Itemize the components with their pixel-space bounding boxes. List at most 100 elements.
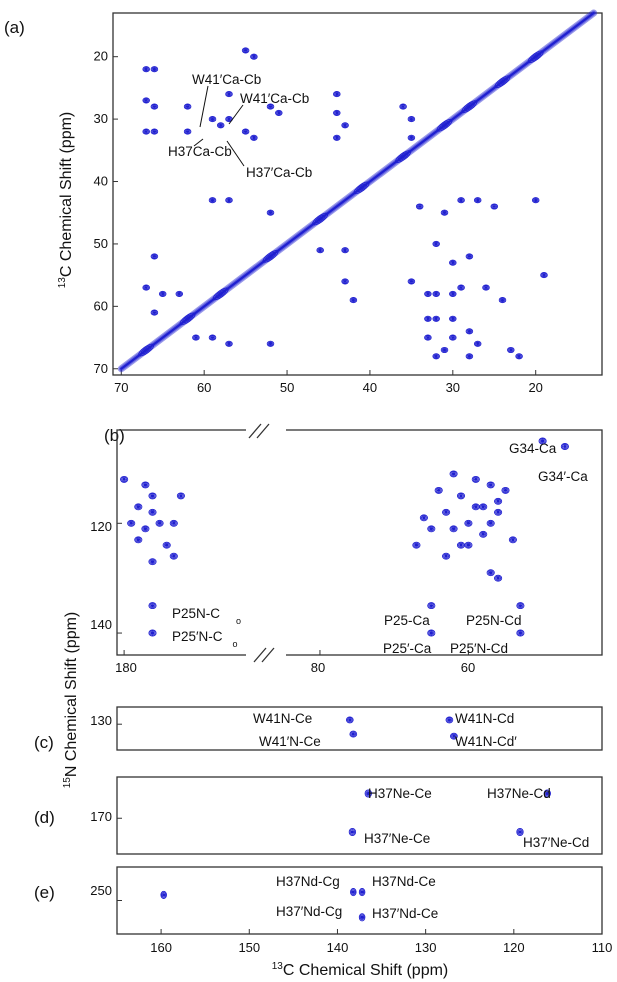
tick-label: 60 (461, 660, 475, 675)
tick-label: 130 (415, 940, 437, 955)
peak-contour (176, 492, 185, 500)
annotation-h37-ca-cb: H37Ca-Cb (168, 144, 232, 159)
peak-contour (424, 290, 432, 297)
peak-contour (148, 629, 157, 637)
panel-label-c: (c) (34, 733, 54, 752)
annotation-p25pn-cd: P25′N-Cd (450, 641, 508, 656)
peak-contour (432, 353, 440, 360)
peak-contour (192, 334, 200, 341)
peak-contour (445, 716, 454, 724)
tick-label: 120 (503, 940, 525, 955)
peak-contour (169, 519, 178, 527)
peak-contour (465, 353, 474, 360)
peak-contour (358, 913, 366, 922)
peak-contour (415, 203, 424, 210)
annotation-w41n-cd: W41N-Cd (455, 711, 514, 726)
peak-contour (134, 536, 143, 544)
peak-contour (208, 197, 217, 204)
panel-label-b: (b) (104, 426, 125, 445)
panel-c-marks (117, 716, 458, 740)
peak-contour (486, 519, 495, 527)
annotation-p25p-ca: P25′-Ca (383, 641, 432, 656)
annotation-w41n-ce: W41N-Ce (253, 711, 312, 726)
peak-contour (449, 525, 458, 533)
annotation-h37nd-ce: H37Nd-Ce (372, 874, 436, 889)
annotation-p25n-cd: P25N-Cd (466, 613, 522, 628)
peak-contour (412, 541, 421, 549)
peak-contour (212, 287, 229, 301)
annotation-w41pn-ce: W41′N-Ce (259, 734, 321, 749)
peak-contour (486, 481, 495, 489)
peak-contour (516, 629, 525, 637)
peak-contour (449, 315, 457, 322)
peak-contour (465, 253, 474, 260)
peak-contour (333, 91, 341, 98)
peak-contour (241, 47, 250, 54)
peak-contour (457, 284, 465, 291)
peak-contour (486, 569, 495, 577)
peak-contour (349, 730, 358, 738)
peak-contour (407, 134, 416, 141)
peak-contour (341, 122, 349, 129)
annotation-p25-ca: P25-Ca (384, 613, 430, 628)
peak-contour (150, 66, 159, 73)
peak-contour (471, 503, 480, 511)
tick-label: 160 (150, 940, 172, 955)
peak-contour (183, 128, 192, 135)
peak-contour (531, 197, 540, 204)
peak-contour (262, 250, 279, 263)
peak-contour (150, 309, 159, 316)
peak-contour (127, 519, 136, 527)
peak-contour (150, 103, 159, 110)
peak-contour (341, 247, 349, 254)
peak-contour (138, 343, 155, 357)
peak-contour (494, 497, 503, 505)
tick-label: 70 (114, 380, 128, 395)
panel-d-marks (117, 789, 551, 837)
peak-contour (498, 297, 507, 304)
peak-contour (449, 259, 457, 266)
tick-label: 70 (94, 361, 108, 376)
panel-a-annotations: W41′Ca-Cb W41′Ca-Cb H37Ca-Cb H37′Ca-Cb (168, 72, 312, 180)
annotation-w41n-cdp: W41N-Cd′ (455, 734, 517, 749)
peak-contour (436, 118, 453, 132)
peak-contour (241, 128, 250, 135)
panel-e-annotations: H37Nd-Cg H37Nd-Ce H37′Nd-Cg H37′Nd-Ce (276, 874, 438, 921)
peak-contour (450, 732, 458, 740)
peak-contour (442, 552, 451, 560)
annotation-h37ne-cd: H37Ne-Cd (487, 786, 551, 801)
peak-contour (266, 340, 275, 347)
peak-contour (456, 541, 466, 549)
peak-contour (316, 247, 324, 254)
peak-contour (407, 278, 416, 285)
peak-contour (179, 312, 196, 326)
tick-label: 80 (311, 660, 325, 675)
panel-a-x-ticks: 70 60 50 40 30 20 (114, 380, 543, 395)
peak-contour (333, 134, 341, 141)
panel-a-marks (113, 9, 598, 375)
peak-contour (160, 890, 167, 899)
tick-label: 110 (592, 940, 613, 955)
peak-contour (134, 503, 143, 511)
tick-label: 150 (238, 940, 260, 955)
peak-contour (494, 508, 503, 516)
peak-contour (494, 574, 503, 582)
peak-contour (464, 541, 473, 549)
peak-contour (142, 66, 150, 73)
peak-contour (440, 346, 449, 354)
panel-label-d: (d) (34, 808, 55, 827)
peak-contour (516, 827, 524, 837)
tick-label: 140 (327, 940, 349, 955)
tick-label: 30 (446, 380, 460, 395)
peak-contour (250, 134, 258, 141)
tick-label: 30 (94, 111, 108, 126)
annotation-h37pne-ce: H37′Ne-Ce (364, 831, 430, 846)
annotation-g34-ca: G34-Ca (509, 441, 557, 456)
peak-contour (148, 602, 157, 610)
peak-contour (464, 519, 473, 527)
peak-contour (543, 789, 551, 798)
peak-contour (508, 536, 517, 544)
peak-contour (440, 209, 449, 216)
tick-label: 130 (90, 713, 112, 728)
